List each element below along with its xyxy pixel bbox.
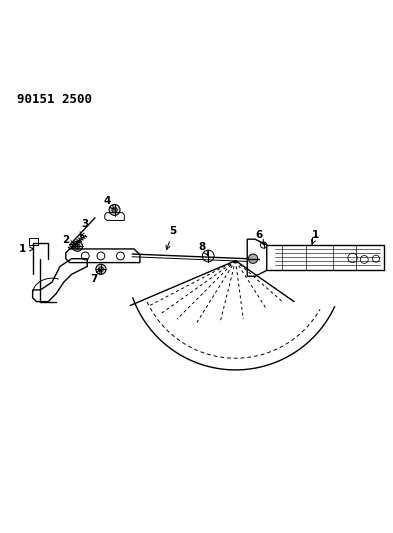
Text: 5: 5	[166, 227, 177, 249]
Text: 8: 8	[199, 242, 208, 255]
Circle shape	[248, 254, 258, 263]
Circle shape	[109, 205, 120, 215]
Text: 1: 1	[19, 244, 33, 254]
Text: 1: 1	[312, 230, 319, 245]
Text: 90151 2500: 90151 2500	[17, 93, 92, 106]
Bar	[29, 238, 39, 245]
Text: 2: 2	[62, 236, 75, 245]
Circle shape	[72, 241, 83, 251]
Text: 3: 3	[80, 219, 89, 236]
Text: 4: 4	[103, 196, 114, 209]
Circle shape	[98, 266, 103, 272]
Text: 7: 7	[90, 270, 100, 284]
Circle shape	[112, 207, 117, 213]
Text: 6: 6	[255, 230, 264, 245]
Circle shape	[96, 264, 106, 274]
Circle shape	[75, 244, 80, 249]
